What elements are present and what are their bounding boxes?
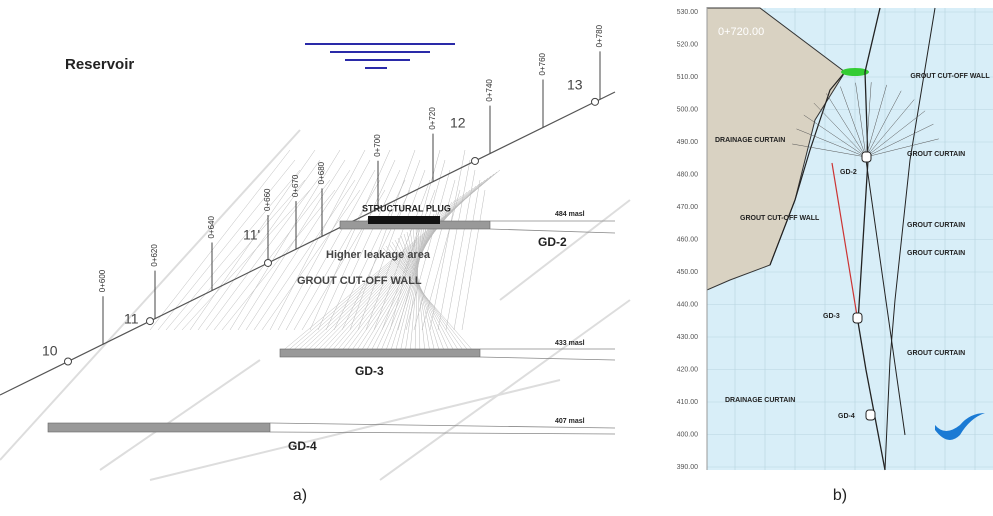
elevation-label: 490.00	[677, 139, 699, 146]
label: GROUT CURTAIN	[907, 250, 965, 257]
gallery-label: GD-2	[538, 235, 567, 249]
gallery-label: GD-4	[288, 439, 317, 453]
label: DRAINAGE CURTAIN	[715, 137, 785, 144]
elevation-label: 470.00	[677, 204, 699, 211]
station-label: 0+620	[150, 244, 159, 267]
elevation-label: 390.00	[677, 464, 699, 471]
reservoir-label: Reservoir	[65, 56, 134, 73]
gallery-label: GD-3	[355, 364, 384, 378]
section-label: 0+720.00	[718, 26, 764, 38]
level-label: 433 masl	[555, 340, 585, 347]
panel-a: 0+600 0+620 0+640 0+660 0+670 0+680 0+700 0+720…	[0, 24, 630, 504]
point-marker	[65, 358, 72, 365]
elevation-label: 500.00	[677, 106, 699, 113]
hatch-line	[166, 170, 300, 330]
point-marker	[592, 98, 599, 105]
hatch-line	[430, 150, 465, 330]
station-label: 0+680	[317, 161, 326, 184]
label: GD-4	[838, 413, 855, 420]
point-marker	[265, 259, 272, 266]
leakage-label: Higher leakage area	[326, 249, 431, 261]
station-label: 0+740	[485, 79, 494, 102]
hatch-line	[222, 190, 335, 330]
label: GD-2	[840, 169, 857, 176]
elevation-label: 480.00	[677, 171, 699, 178]
hatch-line	[380, 300, 630, 480]
level-label: 484 masl	[555, 211, 585, 218]
station-label: 0+700	[373, 134, 382, 157]
label: GROUT CURTAIN	[907, 350, 965, 357]
station-label: 0+640	[207, 216, 216, 239]
water-level	[305, 44, 455, 68]
point-marker	[472, 157, 479, 164]
caption: a)	[293, 487, 307, 504]
elevation-label: 440.00	[677, 301, 699, 308]
hatch-line	[358, 160, 420, 330]
hatch-line	[100, 360, 260, 470]
station-label: 0+670	[291, 174, 300, 197]
elevation-label: 430.00	[677, 334, 699, 341]
point-label: 12	[450, 115, 466, 131]
hatch-line	[158, 160, 295, 330]
plug-label: STRUCTURAL PLUG	[362, 203, 451, 213]
station-label: 0+600	[98, 269, 107, 292]
label: GROUT CUT-OFF WALL	[740, 215, 820, 222]
station-label: 0+660	[263, 188, 272, 211]
elevations: 530.00 520.00 510.00 500.00 490.00 480.00 470.…	[677, 9, 699, 471]
wall-label: GROUT CUT-OFF WALL	[297, 275, 422, 287]
point-label: 13	[567, 77, 583, 93]
station-label: 0+780	[595, 24, 604, 47]
label: GD-3	[823, 313, 840, 320]
hatch-line	[0, 130, 300, 460]
point-label: 11'	[243, 227, 260, 243]
hatch-line	[150, 150, 290, 330]
label: DRAINAGE CURTAIN	[725, 397, 795, 404]
label: GROUT CUT-OFF WALL	[910, 73, 990, 80]
hatch-line	[454, 180, 480, 330]
hatch-line	[383, 248, 475, 353]
hatch-line	[462, 190, 485, 330]
hatch-line	[438, 160, 470, 330]
elevation-label: 520.00	[677, 41, 699, 48]
caption: b)	[833, 487, 847, 504]
figure: 0+600 0+620 0+640 0+660 0+670 0+680 0+700 0+720…	[0, 0, 993, 516]
elevation-label: 400.00	[677, 431, 699, 438]
hatch-line	[182, 190, 310, 330]
structural-plug	[368, 216, 440, 224]
elevation-label: 420.00	[677, 366, 699, 373]
point-label: 10	[42, 343, 58, 359]
elevation-label: 530.00	[677, 9, 699, 16]
point-label: 11	[124, 311, 139, 327]
level-label: 407 masl	[555, 418, 585, 425]
hatch-line	[398, 160, 445, 330]
station-label: 0+720	[428, 107, 437, 130]
elevation-label: 460.00	[677, 236, 699, 243]
label: GROUT CURTAIN	[907, 151, 965, 158]
gallery-lines	[270, 221, 615, 434]
point-marker	[147, 318, 154, 325]
elevation-label: 450.00	[677, 269, 699, 276]
label: GROUT CURTAIN	[907, 222, 965, 229]
elevation-label: 510.00	[677, 74, 699, 81]
hatch-line	[446, 170, 475, 330]
elevation-label: 410.00	[677, 399, 699, 406]
station-label: 0+760	[538, 52, 547, 75]
panel-b: 530.00 520.00 510.00 500.00 490.00 480.00 470.…	[677, 8, 993, 504]
